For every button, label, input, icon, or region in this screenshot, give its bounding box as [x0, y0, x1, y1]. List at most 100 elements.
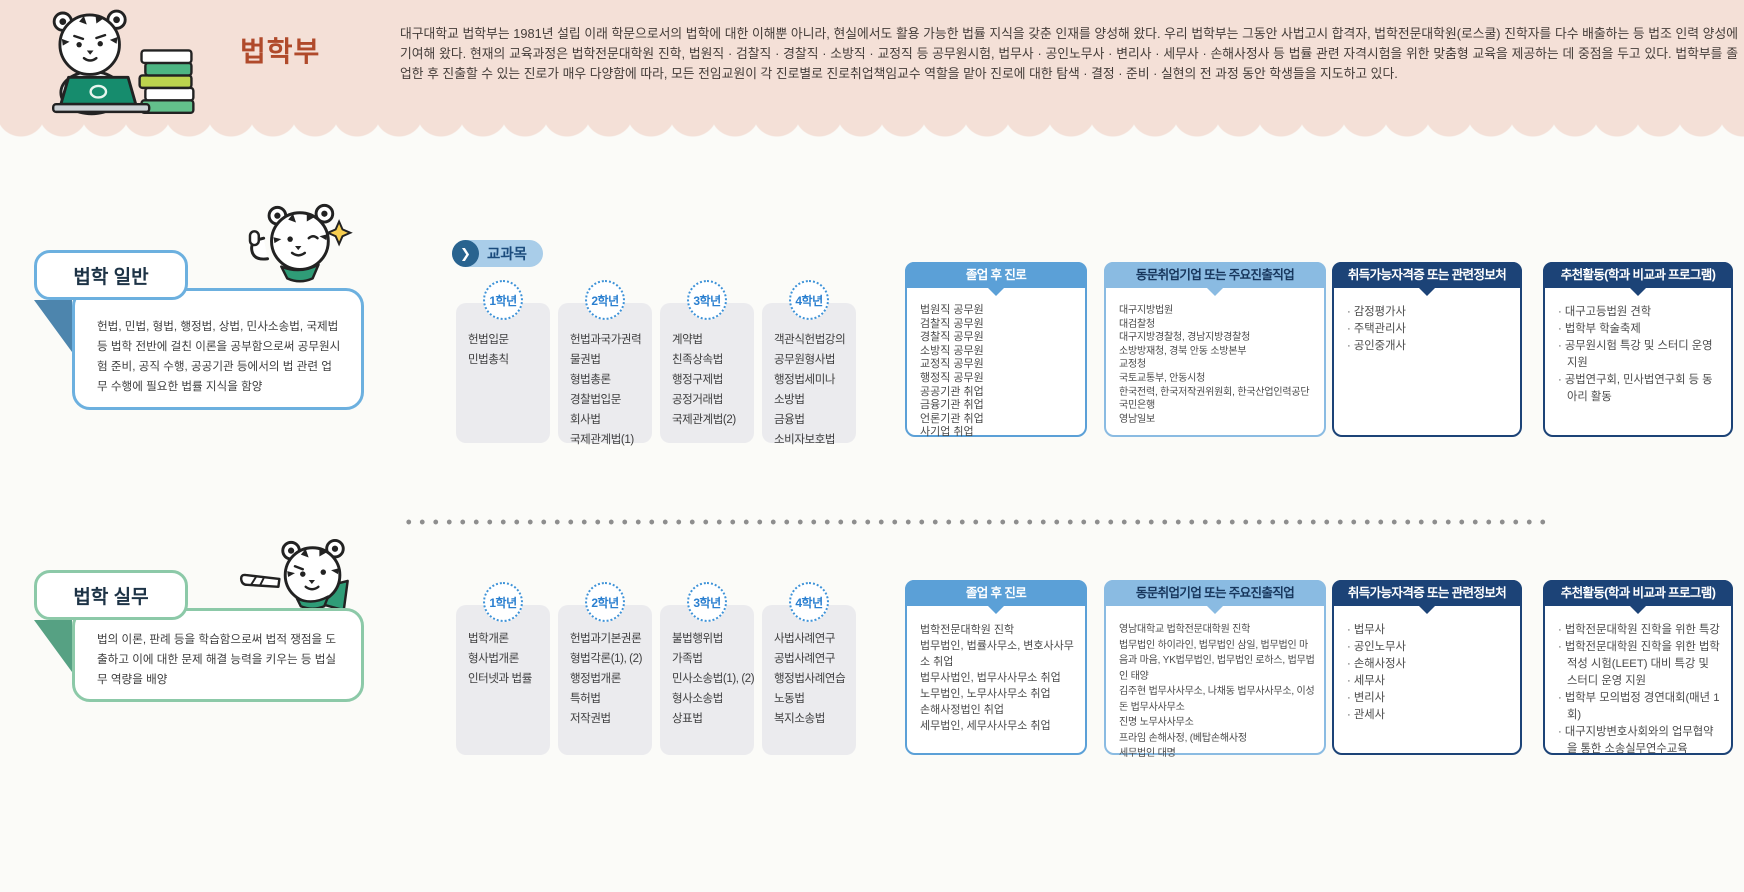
career-box-title: 취득가능자격증 또는 관련정보처	[1332, 580, 1522, 606]
year-3-badge: 3학년	[687, 280, 727, 320]
career-item: 대구지방법원	[1119, 305, 1173, 316]
course-item: 국제관계법(1)	[570, 434, 634, 446]
career-item: · 대구고등법원 견학	[1558, 306, 1652, 318]
course-list: 헌법과기본권론 형법각론(1), (2) 행정법개론 특허법 저작권법	[558, 605, 652, 737]
course-item: 노동법	[774, 693, 805, 705]
curriculum-badge-label: 교과목	[487, 247, 528, 263]
year-column-1: 1학년 헌법입문 민법총칙	[456, 280, 550, 443]
career-list: 대구지방법원 대검찰청 대구지방경찰청, 경남지방경찰청 소방방재청, 경북 안동 소…	[1106, 288, 1324, 432]
career-item: 소방직 공무원	[920, 344, 984, 357]
career-item: 법무법인, 법률사무소, 변호사사무소 취업	[920, 640, 1074, 668]
year-column-3: 3학년 계약법 친족상속법 행정구제법 공정거래법 국제관계법(2)	[660, 280, 754, 443]
course-list: 헌법과국가권력 물권법 형법총론 경찰법입문 회사법 국제관계법(1)	[558, 303, 652, 458]
course-item: 행정구제법	[672, 374, 723, 386]
course-item: 민법총칙	[468, 354, 509, 366]
course-item: 행정법개론	[570, 673, 621, 685]
career-list: 영남대학교 법학전문대학원 진학 법무법인 하이라인, 법무법인 삼일, 법무법인…	[1106, 606, 1324, 768]
year-4-badge: 4학년	[789, 280, 829, 320]
career-item: 금융기관 취업	[920, 399, 984, 412]
curriculum-badge: ❯ 교과목	[452, 240, 544, 267]
course-item: 객관식헌법강의	[774, 334, 846, 346]
course-item: 특허법	[570, 693, 601, 705]
page-description: 대구대학교 법학부는 1981년 설립 이래 학문으로서의 법학에 대한 이해뿐…	[400, 26, 1739, 81]
general-law-title: 법학 일반	[34, 250, 188, 300]
career-box-certificates: 취득가능자격증 또는 관련정보처 · 법무사 · 공인노무사 · 손해사정사 · 세무…	[1332, 580, 1522, 755]
career-item: · 변리사	[1347, 692, 1386, 704]
career-box-after-graduation: 졸업 후 진로 법원직 공무원 검찰직 공무원 경찰직 공무원 소방직 공무원 교정직 …	[905, 262, 1087, 438]
career-item: · 법무사	[1347, 624, 1386, 636]
career-item: · 세무사	[1347, 675, 1386, 687]
career-box-after-graduation: 졸업 후 진로 법학전문대학원 진학 법무법인, 법률사무소, 변호사사무소 취업…	[905, 580, 1087, 755]
career-item: · 관세사	[1347, 709, 1386, 721]
career-item: · 법학전문대학원 진학을 위한 법학적성 시험(LEET) 대비 특강 및 스…	[1558, 641, 1720, 687]
career-item: · 공법연구회, 민사법연구회 등 동아리 활동	[1558, 374, 1713, 403]
career-item: 법무사법인, 법무사사무소 취업	[920, 672, 1061, 684]
course-item: 소방법	[774, 394, 805, 406]
career-item: · 공무원시험 특강 및 스터디 운영 지원	[1558, 340, 1713, 369]
tiger-mascot-pointing-icon	[239, 538, 349, 612]
course-item: 사법사례연구	[774, 633, 836, 645]
year-column-1: 1학년 법학개론 형사법개론 인터넷과 법률	[456, 582, 550, 755]
course-item: 불법행위법	[672, 633, 723, 645]
career-item: 대검찰청	[1119, 318, 1155, 330]
career-list: 법원직 공무원 검찰직 공무원 경찰직 공무원 소방직 공무원 교정직 공무원 행정직 공…	[907, 288, 1085, 446]
career-item: 진명 노무사사무소	[1119, 717, 1194, 728]
scalloped-edge	[0, 118, 1744, 138]
course-item: 인터넷과 법률	[468, 673, 532, 685]
page-header: 법학부 대구대학교 법학부는 1981년 설립 이래 학문으로서의 법학에 대한…	[0, 0, 1744, 118]
career-item: 교정직 공무원	[920, 358, 984, 371]
course-item: 형사소송법	[672, 693, 723, 705]
course-item: 민사소송법(1), (2)	[672, 673, 755, 685]
career-item: 소방방재청, 경북 안동 소방본부	[1119, 345, 1247, 357]
course-item: 법학개론	[468, 633, 509, 645]
year-1-badge: 1학년	[483, 582, 523, 622]
practical-law-title: 법학 실무	[34, 570, 188, 620]
career-item: 국토교통부, 안동시청	[1119, 372, 1206, 384]
career-list: · 대구고등법원 견학 · 법학부 학술축제 · 공무원시험 특강 및 스터디 운영…	[1545, 288, 1731, 412]
course-item: 소비자보호법	[774, 434, 836, 446]
year-2-badge: 2학년	[585, 280, 625, 320]
course-item: 공법사례연구	[774, 653, 836, 665]
career-box-alumni-companies: 동문취업기업 또는 주요진출직업 영남대학교 법학전문대학원 진학 법무법인 하이…	[1104, 580, 1326, 759]
bubble-fold	[34, 300, 72, 352]
year-column-3: 3학년 불법행위법 가족법 민사소송법(1), (2) 형사소송법 상표법	[660, 582, 755, 755]
course-item: 공무원형사법	[774, 354, 836, 366]
career-item: 세무법인, 세무사사무소 취업	[920, 720, 1051, 732]
course-item: 행정법사례연습	[774, 673, 846, 685]
career-item: · 공인중개사	[1347, 340, 1406, 352]
course-item: 헌법과국가권력	[570, 334, 642, 346]
career-item: 노무법인, 노무사사무소 취업	[920, 688, 1051, 700]
year-1-badge: 1학년	[483, 280, 523, 320]
career-item: 교정청	[1119, 359, 1146, 371]
career-box-recommended-activities: 추천활동(학과 비교과 프로그램) · 법학전문대학원 진학을 위한 특강 · 법…	[1543, 580, 1733, 755]
career-box-title: 추천활동(학과 비교과 프로그램)	[1543, 262, 1733, 288]
general-law-bubble: 헌법, 민법, 형법, 행정법, 상법, 민사소송법, 국제법 등 법학 전반에…	[72, 288, 364, 410]
career-box-title: 추천활동(학과 비교과 프로그램)	[1543, 580, 1733, 606]
course-item: 상표법	[672, 713, 703, 725]
career-item: · 법학전문대학원 진학을 위한 특강	[1558, 624, 1720, 636]
career-item: · 공인노무사	[1347, 641, 1406, 653]
career-item: · 법학부 학술축제	[1558, 323, 1641, 335]
course-item: 복지소송법	[774, 713, 825, 725]
course-item: 회사법	[570, 414, 601, 426]
course-item: 경찰법입문	[570, 394, 621, 406]
dotted-divider	[402, 519, 1548, 525]
course-item: 헌법과기본권론	[570, 633, 642, 645]
course-item: 행정법세미나	[774, 374, 836, 386]
career-item: 경찰직 공무원	[920, 331, 984, 344]
career-item: 영남일보	[1119, 413, 1155, 425]
course-item: 금융법	[774, 414, 805, 426]
career-item: · 법학부 모의법정 경연대회(매년 1회)	[1558, 692, 1720, 721]
career-item: · 감정평가사	[1347, 306, 1406, 318]
career-box-title: 취득가능자격증 또는 관련정보처	[1332, 262, 1522, 288]
practical-law-bubble: 법의 이론, 판례 등을 학습함으로써 법적 쟁점을 도출하고 이에 대한 문제…	[72, 608, 364, 702]
course-item: 친족상속법	[672, 354, 723, 366]
career-box-title: 동문취업기업 또는 주요진출직업	[1104, 262, 1326, 288]
year-column-4: 4학년 사법사례연구 공법사례연구 행정법사례연습 노동법 복지소송법	[762, 582, 856, 755]
course-list: 불법행위법 가족법 민사소송법(1), (2) 형사소송법 상표법	[660, 605, 755, 737]
course-item: 형법총론	[570, 374, 611, 386]
